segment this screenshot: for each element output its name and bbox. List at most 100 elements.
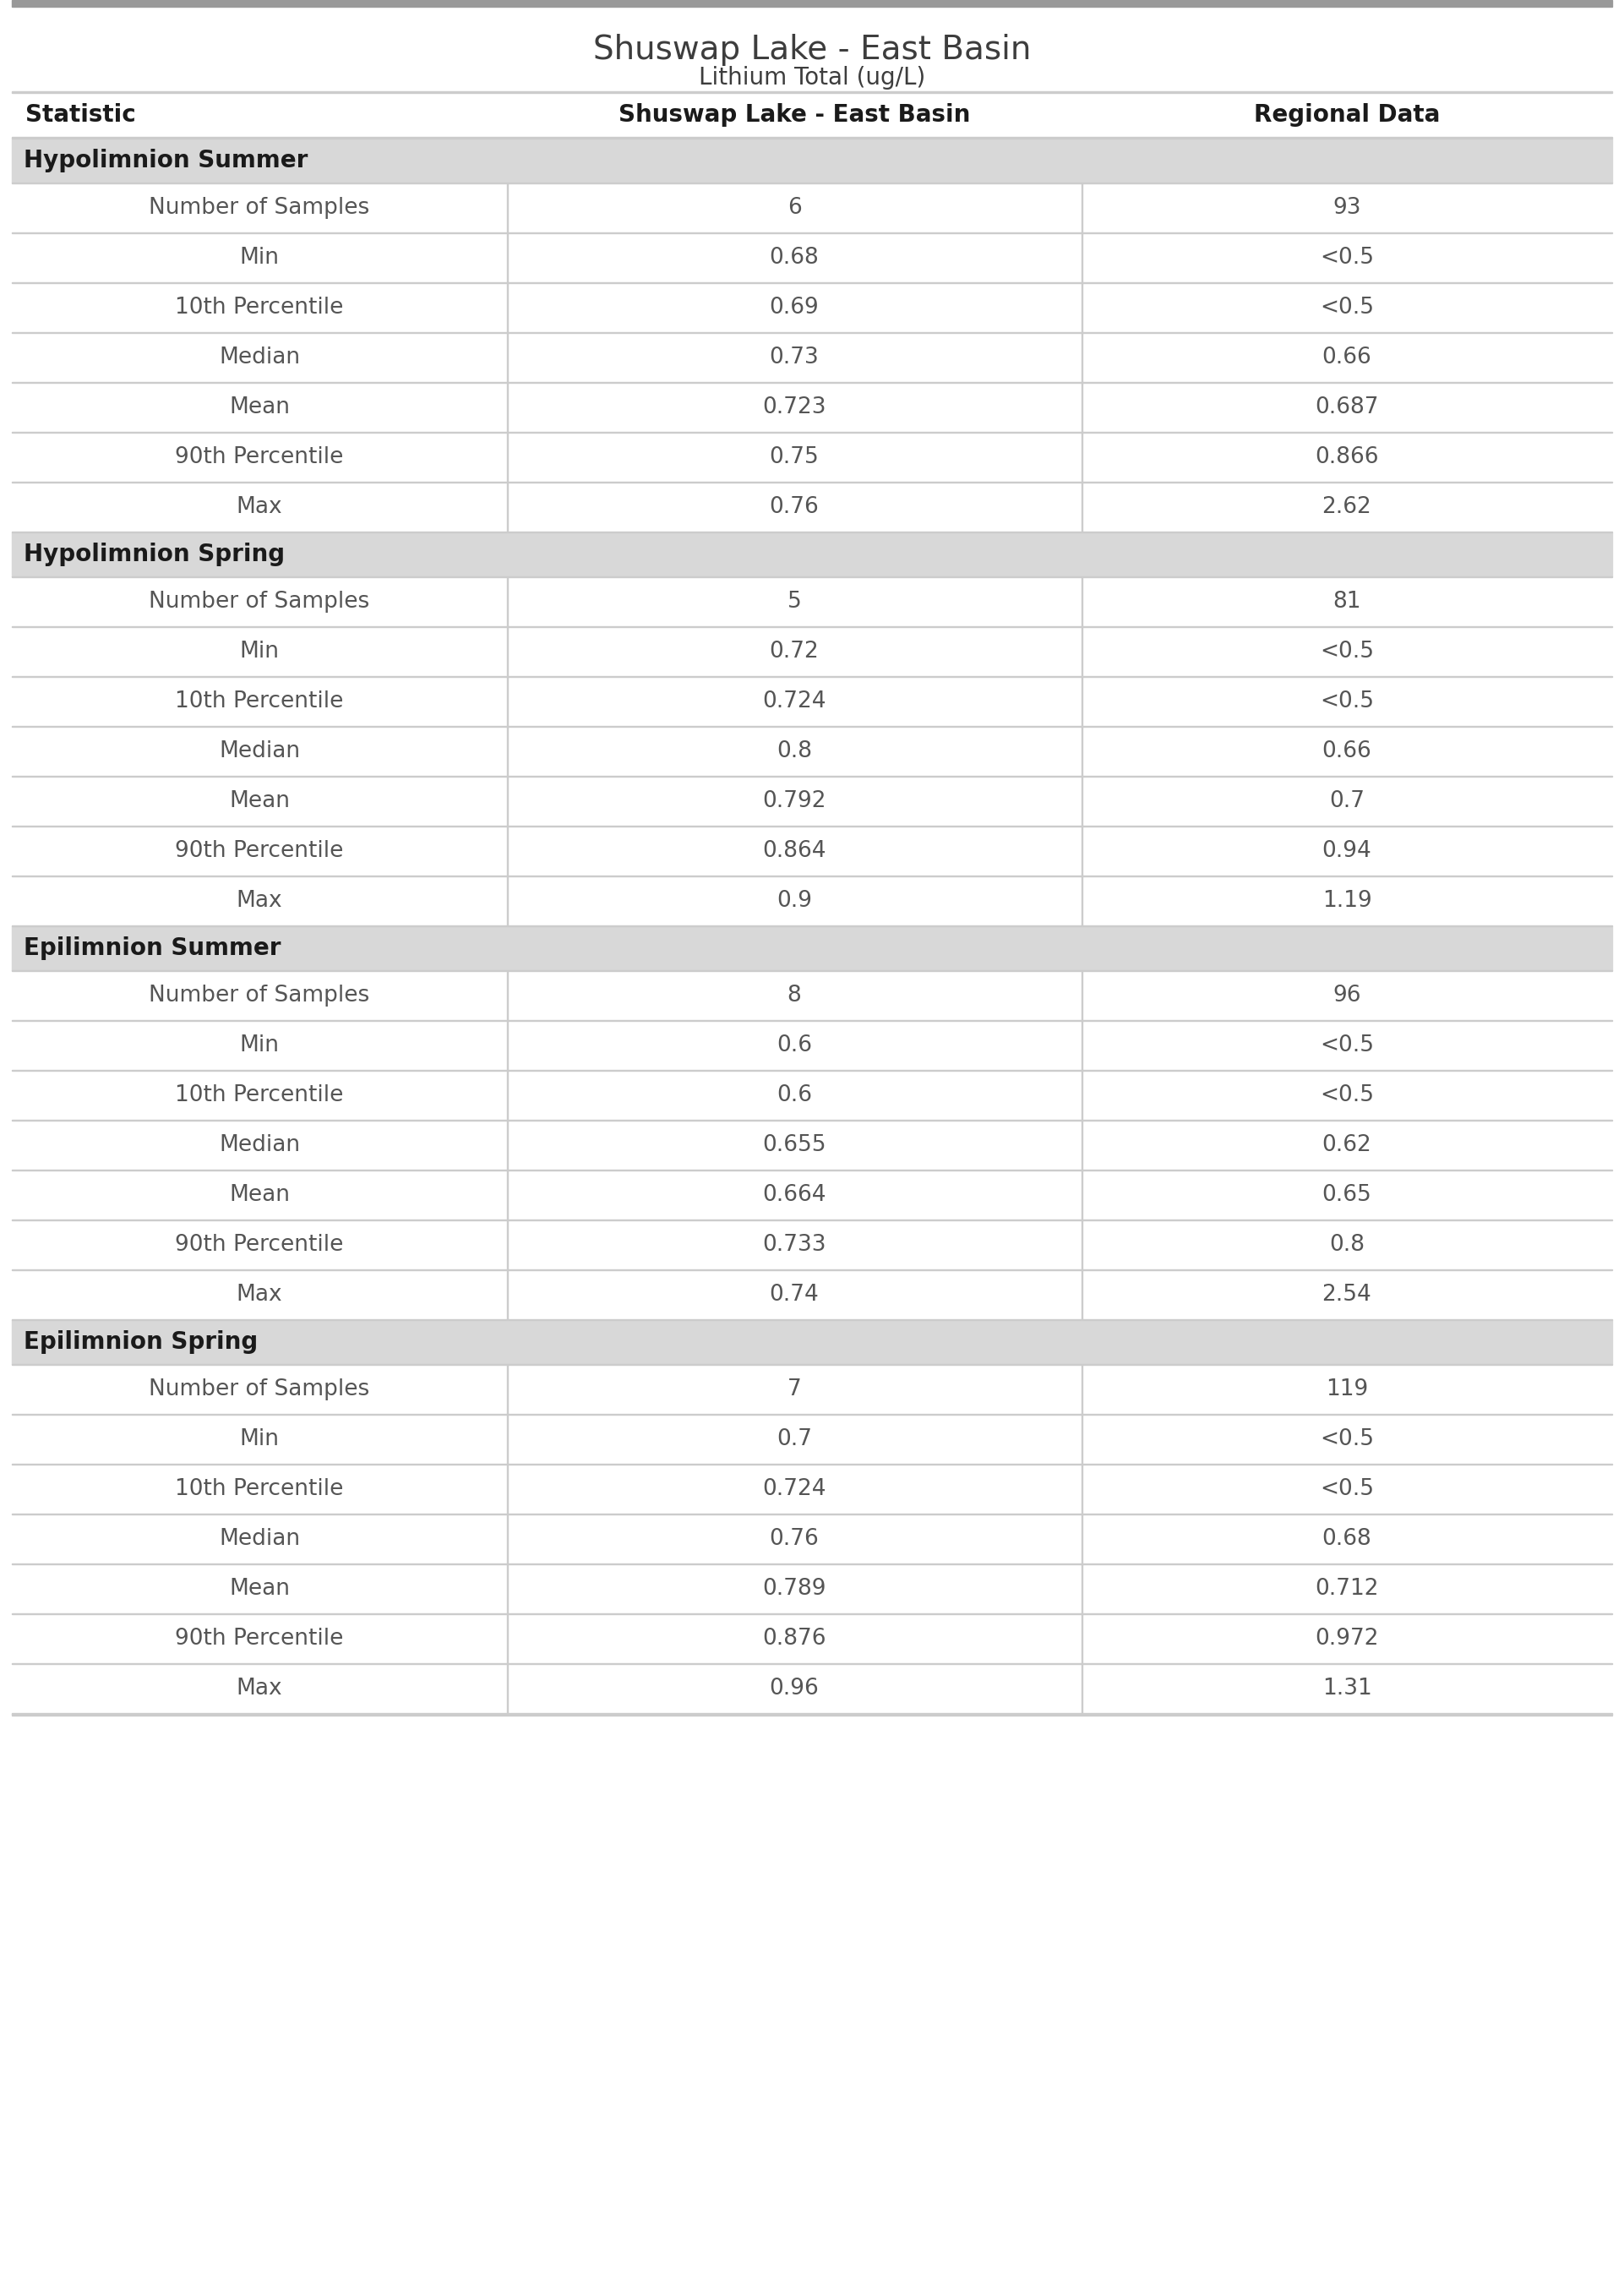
Text: 0.864: 0.864 bbox=[762, 840, 827, 863]
Bar bbox=[11, 1564, 1613, 1614]
Text: Hypolimnion Summer: Hypolimnion Summer bbox=[24, 150, 309, 173]
Text: 0.66: 0.66 bbox=[1322, 740, 1372, 763]
Text: 0.733: 0.733 bbox=[762, 1235, 827, 1255]
Text: 0.6: 0.6 bbox=[776, 1035, 812, 1056]
Text: 0.69: 0.69 bbox=[770, 297, 818, 318]
Text: 0.724: 0.724 bbox=[762, 1478, 827, 1500]
Bar bbox=[11, 1614, 1613, 1664]
Text: 0.866: 0.866 bbox=[1315, 447, 1379, 468]
Text: Min: Min bbox=[240, 247, 279, 268]
Text: Epilimnion Summer: Epilimnion Summer bbox=[24, 938, 281, 960]
Text: <0.5: <0.5 bbox=[1320, 1428, 1374, 1451]
Text: 0.972: 0.972 bbox=[1315, 1628, 1379, 1650]
Text: 1.31: 1.31 bbox=[1322, 1678, 1372, 1700]
Text: 10th Percentile: 10th Percentile bbox=[175, 1478, 344, 1500]
Text: Min: Min bbox=[240, 1428, 279, 1451]
Text: 0.76: 0.76 bbox=[770, 1528, 818, 1550]
Text: 10th Percentile: 10th Percentile bbox=[175, 297, 344, 318]
Text: <0.5: <0.5 bbox=[1320, 690, 1374, 713]
Text: 2.54: 2.54 bbox=[1322, 1285, 1372, 1305]
Bar bbox=[11, 1271, 1613, 1319]
Text: Mean: Mean bbox=[229, 790, 289, 813]
Text: Statistic: Statistic bbox=[26, 102, 136, 127]
Bar bbox=[11, 484, 1613, 531]
Text: 0.68: 0.68 bbox=[770, 247, 818, 268]
Text: 0.72: 0.72 bbox=[770, 640, 818, 663]
Bar bbox=[11, 533, 1613, 577]
Bar bbox=[11, 972, 1613, 1019]
Bar bbox=[11, 776, 1613, 826]
Text: 0.96: 0.96 bbox=[770, 1678, 818, 1700]
Bar bbox=[11, 434, 1613, 481]
Text: 0.712: 0.712 bbox=[1315, 1578, 1379, 1600]
Text: 93: 93 bbox=[1333, 197, 1361, 218]
Text: Median: Median bbox=[219, 1135, 300, 1155]
Bar bbox=[11, 1071, 1613, 1119]
Text: 119: 119 bbox=[1325, 1378, 1367, 1401]
Bar bbox=[11, 384, 1613, 431]
Text: Number of Samples: Number of Samples bbox=[149, 197, 370, 218]
Text: 81: 81 bbox=[1333, 590, 1361, 613]
Bar bbox=[11, 1514, 1613, 1564]
Text: Lithium Total (ug/L): Lithium Total (ug/L) bbox=[698, 66, 926, 89]
Text: 8: 8 bbox=[788, 985, 801, 1006]
Text: Number of Samples: Number of Samples bbox=[149, 985, 370, 1006]
Text: 0.62: 0.62 bbox=[1322, 1135, 1372, 1155]
Bar bbox=[11, 234, 1613, 281]
Text: 96: 96 bbox=[1333, 985, 1361, 1006]
Bar bbox=[11, 93, 1613, 136]
Text: 1.19: 1.19 bbox=[1322, 890, 1372, 913]
Text: <0.5: <0.5 bbox=[1320, 1478, 1374, 1500]
Text: Median: Median bbox=[219, 1528, 300, 1550]
Text: 0.6: 0.6 bbox=[776, 1085, 812, 1105]
Text: 0.74: 0.74 bbox=[770, 1285, 818, 1305]
Text: Hypolimnion Spring: Hypolimnion Spring bbox=[24, 543, 284, 565]
Bar bbox=[11, 1121, 1613, 1169]
Text: <0.5: <0.5 bbox=[1320, 1085, 1374, 1105]
Text: Max: Max bbox=[237, 890, 283, 913]
Text: Shuswap Lake - East Basin: Shuswap Lake - East Basin bbox=[619, 102, 970, 127]
Text: 90th Percentile: 90th Percentile bbox=[175, 1628, 344, 1650]
Text: <0.5: <0.5 bbox=[1320, 1035, 1374, 1056]
Bar bbox=[11, 577, 1613, 627]
Bar bbox=[11, 0, 1613, 7]
Text: Epilimnion Spring: Epilimnion Spring bbox=[24, 1330, 258, 1353]
Bar bbox=[11, 627, 1613, 676]
Text: 5: 5 bbox=[788, 590, 801, 613]
Text: Number of Samples: Number of Samples bbox=[149, 1378, 370, 1401]
Text: 0.66: 0.66 bbox=[1322, 347, 1372, 368]
Text: Median: Median bbox=[219, 347, 300, 368]
Text: Regional Data: Regional Data bbox=[1254, 102, 1440, 127]
Bar bbox=[11, 334, 1613, 381]
Text: 0.68: 0.68 bbox=[1322, 1528, 1372, 1550]
Bar bbox=[11, 876, 1613, 926]
Text: 0.792: 0.792 bbox=[762, 790, 827, 813]
Text: Number of Samples: Number of Samples bbox=[149, 590, 370, 613]
Bar bbox=[11, 826, 1613, 876]
Bar bbox=[11, 1171, 1613, 1219]
Text: 0.664: 0.664 bbox=[762, 1185, 827, 1205]
Text: Max: Max bbox=[237, 497, 283, 518]
Text: Median: Median bbox=[219, 740, 300, 763]
Bar bbox=[11, 1464, 1613, 1514]
Bar bbox=[11, 1221, 1613, 1269]
Bar bbox=[11, 1364, 1613, 1414]
Text: 0.789: 0.789 bbox=[762, 1578, 827, 1600]
Text: 0.65: 0.65 bbox=[1322, 1185, 1372, 1205]
Text: <0.5: <0.5 bbox=[1320, 297, 1374, 318]
Text: 0.655: 0.655 bbox=[762, 1135, 827, 1155]
Text: Max: Max bbox=[237, 1678, 283, 1700]
Bar bbox=[11, 138, 1613, 182]
Bar bbox=[11, 7, 1613, 91]
Text: Shuswap Lake - East Basin: Shuswap Lake - East Basin bbox=[593, 34, 1031, 66]
Text: 0.8: 0.8 bbox=[776, 740, 812, 763]
Text: 90th Percentile: 90th Percentile bbox=[175, 1235, 344, 1255]
Text: 0.687: 0.687 bbox=[1315, 397, 1379, 418]
Text: 0.76: 0.76 bbox=[770, 497, 818, 518]
Text: Mean: Mean bbox=[229, 397, 289, 418]
Text: Min: Min bbox=[240, 640, 279, 663]
Text: 10th Percentile: 10th Percentile bbox=[175, 690, 344, 713]
Text: 90th Percentile: 90th Percentile bbox=[175, 447, 344, 468]
Bar bbox=[11, 284, 1613, 331]
Text: 90th Percentile: 90th Percentile bbox=[175, 840, 344, 863]
